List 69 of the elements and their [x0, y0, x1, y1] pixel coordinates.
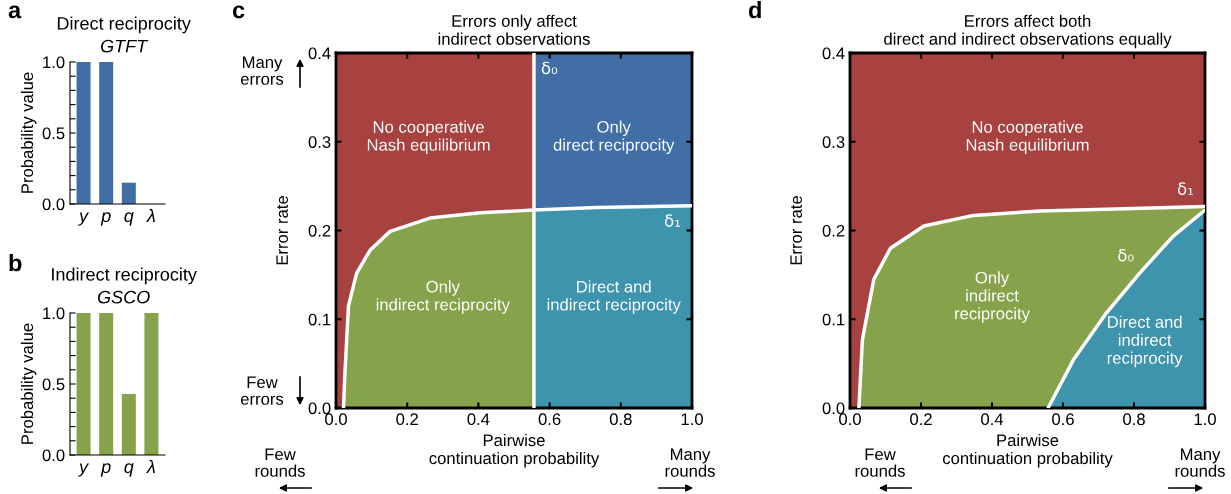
y-tick-label: 0.4	[308, 47, 331, 60]
y-axis-title: Probability value	[20, 72, 37, 193]
y-tick-label: 0.0	[308, 402, 331, 415]
y-tick-label: 0.5	[42, 127, 65, 140]
x-tick-label: 1.0	[681, 413, 703, 426]
y-axis-title: Probability value	[20, 323, 37, 444]
chart-title: Indirect reciprocity	[52, 267, 197, 285]
x-tick-label: q	[124, 463, 134, 477]
y-axis-title: Error rate	[276, 196, 289, 265]
annotation: Only indirect reciprocity	[955, 271, 1030, 323]
y-tick-label: 0.1	[822, 313, 845, 326]
series-label: δ₁	[664, 214, 680, 227]
annotation: Direct and indirect reciprocity	[1107, 315, 1183, 368]
text: Few rounds	[855, 448, 905, 477]
chart-subtitle: GTFT	[100, 39, 149, 53]
y-tick-label: 0.0	[42, 449, 65, 462]
ref-line-label: δ₀	[541, 61, 558, 75]
text: Many rounds	[1175, 448, 1225, 477]
chart-subtitle: GSCO	[97, 290, 150, 304]
text: b	[9, 254, 22, 272]
y-axis-title: Error rate	[790, 196, 803, 265]
series-label: δ₀	[1118, 248, 1134, 262]
y-tick-label: 0.1	[308, 313, 331, 326]
y-tick-label: 0.5	[42, 378, 65, 391]
x-tick-label: λ	[146, 459, 155, 473]
text: Many rounds	[665, 448, 715, 477]
series-label: δ₁	[1177, 182, 1193, 195]
x-tick-label: 0.0	[839, 413, 861, 426]
y-tick-label: 0.3	[822, 136, 845, 148]
annotation: Only indirect reciprocity	[376, 280, 510, 314]
chart-title: Errors only affect indirect observations	[438, 14, 590, 45]
text: Few rounds	[255, 448, 305, 477]
x-tick-label: λ	[146, 208, 155, 222]
y-tick-label: 0.4	[822, 47, 845, 60]
x-tick-label: 0.2	[910, 413, 932, 426]
x-tick-label: 0.8	[609, 413, 632, 426]
x-tick-label: 0.4	[981, 413, 1004, 426]
y-tick-label: 1.0	[43, 56, 65, 69]
y-tick-label: 0.2	[308, 224, 331, 237]
y-tick-label: 0.2	[822, 224, 845, 237]
x-tick-label: 0.6	[1052, 413, 1074, 426]
text: d	[748, 1, 761, 19]
chart-title: Direct reciprocity	[57, 16, 191, 34]
y-tick-label: 0.0	[822, 402, 845, 415]
x-tick-label: 0.8	[1123, 413, 1145, 426]
annotation: No cooperative Nash equilibrium	[367, 120, 490, 155]
y-tick-label: 0.3	[308, 136, 331, 148]
x-tick-label: 0.6	[538, 413, 561, 426]
x-tick-label: 0.4	[467, 413, 490, 426]
annotation: No cooperative Nash equilibrium	[966, 120, 1089, 155]
y-tick-label: 0.0	[42, 198, 65, 211]
x-axis-title: Pairwise continuation probability	[942, 433, 1113, 468]
x-tick-label: p	[100, 212, 111, 226]
text: c	[232, 5, 245, 19]
x-tick-label: y	[78, 463, 89, 477]
chart-title: Errors affect both direct and indirect observations equally	[884, 14, 1172, 49]
annotation: Direct and indirect reciprocity	[547, 280, 681, 314]
text: Few errors	[240, 376, 284, 405]
text: Many errors	[240, 56, 284, 85]
x-tick-label: p	[100, 463, 111, 477]
x-tick-label: 0.2	[396, 413, 418, 426]
text: a	[8, 5, 22, 19]
x-tick-label: 1.0	[1194, 413, 1216, 426]
x-tick-label: y	[78, 212, 89, 226]
x-tick-label: 0.0	[325, 413, 347, 426]
y-tick-label: 1.0	[43, 307, 65, 320]
annotation: Only direct reciprocity	[553, 120, 675, 155]
x-axis-title: Pairwise continuation probability	[429, 433, 600, 468]
x-tick-label: q	[124, 212, 134, 226]
